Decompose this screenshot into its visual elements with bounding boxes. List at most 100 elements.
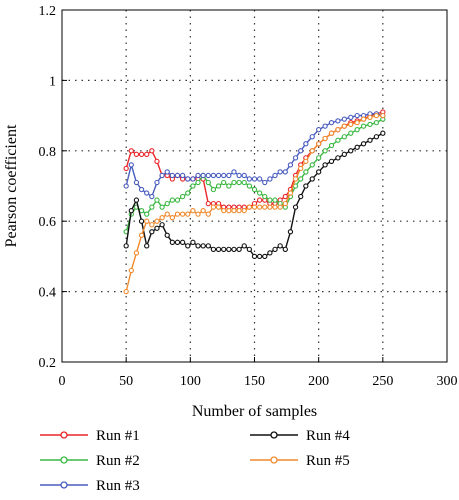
data-point: [380, 130, 386, 136]
data-point: [169, 172, 176, 179]
data-point: [328, 130, 335, 136]
data-point: [144, 151, 150, 157]
data-point: [144, 211, 150, 217]
data-point: [373, 112, 380, 119]
data-point: [149, 193, 155, 200]
data-point: [123, 288, 129, 295]
data-point: [154, 158, 160, 165]
data-point: [215, 183, 222, 189]
legend-swatch-marker: [60, 456, 68, 464]
x-tick-label: 0: [59, 374, 66, 389]
data-point: [154, 179, 160, 186]
data-point: [200, 172, 206, 179]
data-point: [328, 142, 335, 149]
data-point: [231, 179, 237, 186]
data-point: [256, 197, 263, 203]
data-point: [292, 204, 299, 210]
data-point: [123, 165, 129, 172]
data-point: [128, 148, 134, 154]
data-point: [348, 114, 354, 121]
x-axis-label: Number of samples: [192, 403, 317, 420]
data-point: [367, 121, 373, 128]
data-point: [316, 155, 322, 161]
data-point: [205, 200, 211, 207]
data-point: [210, 246, 217, 253]
data-point: [226, 207, 232, 214]
data-point: [205, 243, 211, 249]
data-point: [179, 211, 186, 217]
data-point: [309, 134, 315, 140]
x-tick-label: 150: [244, 374, 265, 389]
data-point: [341, 151, 347, 157]
data-point: [322, 135, 328, 142]
data-point: [154, 225, 160, 231]
legend-item-run-3: Run #3: [40, 478, 140, 494]
data-point: [179, 193, 186, 200]
data-point: [282, 246, 288, 253]
data-point: [241, 207, 247, 214]
data-point: [123, 243, 129, 249]
data-point: [348, 148, 354, 154]
legend-swatch-marker: [60, 481, 68, 489]
data-point: [221, 179, 227, 186]
data-point: [246, 183, 253, 189]
data-point: [251, 253, 258, 260]
data-point: [277, 243, 283, 249]
y-axis-label: Pearson coefficient: [3, 124, 20, 247]
data-point: [335, 127, 341, 133]
data-point: [190, 183, 196, 189]
data-point: [210, 172, 217, 179]
data-point: [133, 179, 140, 186]
data-point: [262, 204, 268, 210]
data-point: [341, 134, 347, 140]
data-point: [144, 190, 150, 196]
legend-swatch-marker: [60, 431, 68, 439]
data-point: [262, 179, 268, 186]
data-point: [185, 211, 191, 217]
series-run-4: [123, 130, 386, 260]
data-point: [164, 232, 170, 238]
data-point: [174, 239, 181, 245]
data-point: [195, 243, 201, 249]
data-point: [267, 204, 273, 210]
legend-item-run-5: Run #5: [250, 453, 350, 469]
data-point: [226, 172, 232, 179]
series-lines: [123, 109, 386, 295]
data-point: [236, 172, 242, 179]
data-point: [195, 179, 201, 186]
data-point: [149, 229, 155, 235]
data-point: [215, 204, 222, 210]
data-point: [335, 155, 341, 161]
data-point: [367, 137, 373, 143]
data-point: [272, 246, 278, 253]
data-point: [164, 211, 170, 217]
data-point: [138, 151, 145, 157]
data-point: [169, 197, 176, 203]
data-point: [154, 218, 160, 224]
data-point: [221, 172, 227, 179]
x-tick-label: 300: [437, 374, 458, 389]
legend-item-run-1: Run #1: [40, 428, 140, 444]
data-point: [373, 134, 380, 140]
series-run-2: [123, 116, 386, 235]
data-point: [236, 207, 242, 214]
data-point: [159, 204, 165, 210]
data-point: [262, 193, 268, 200]
data-point: [231, 207, 237, 214]
data-point: [272, 204, 278, 210]
data-point: [251, 176, 258, 182]
data-point: [256, 176, 263, 182]
data-point: [159, 172, 165, 179]
data-point: [251, 186, 258, 193]
data-point: [303, 169, 309, 175]
data-point: [354, 144, 360, 150]
data-point: [256, 253, 263, 260]
data-point: [241, 172, 247, 179]
data-point: [348, 121, 354, 128]
data-point: [195, 172, 201, 179]
data-point: [231, 169, 237, 175]
legend-item-run-4: Run #4: [250, 428, 350, 444]
legend-label: Run #1: [96, 428, 140, 444]
data-point: [236, 246, 242, 253]
data-point: [154, 197, 160, 203]
